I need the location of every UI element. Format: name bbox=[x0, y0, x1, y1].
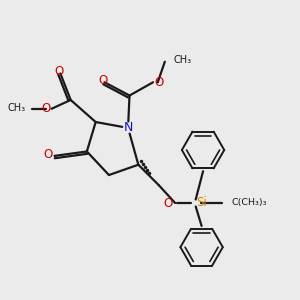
Text: O: O bbox=[98, 74, 108, 87]
Text: N: N bbox=[123, 122, 133, 134]
Text: O: O bbox=[164, 197, 173, 210]
Text: O: O bbox=[54, 64, 64, 78]
Text: CH₃: CH₃ bbox=[174, 55, 192, 65]
Text: C(CH₃)₃: C(CH₃)₃ bbox=[231, 198, 266, 207]
Text: O: O bbox=[44, 148, 53, 161]
Text: O: O bbox=[154, 76, 163, 89]
Text: O: O bbox=[41, 102, 50, 115]
Text: Si: Si bbox=[196, 196, 207, 209]
Text: CH₃: CH₃ bbox=[8, 103, 26, 113]
